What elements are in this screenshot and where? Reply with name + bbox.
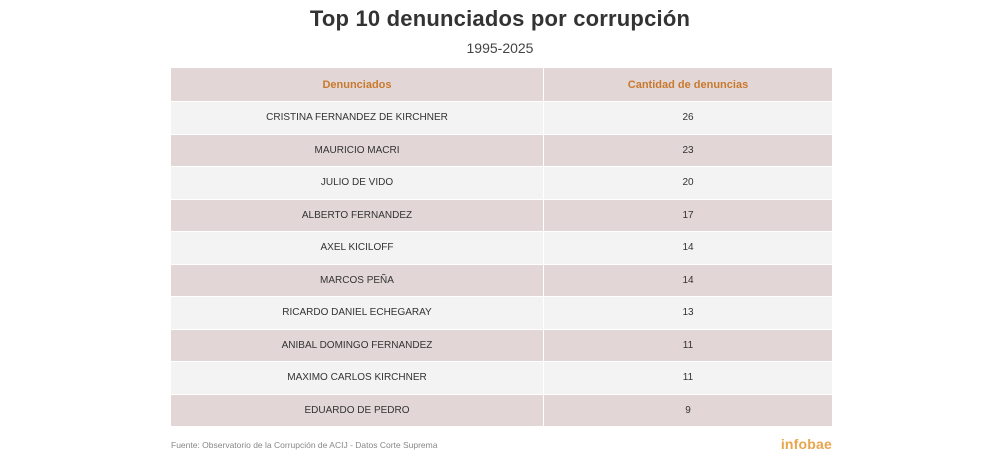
row-name: MARCOS PEÑA xyxy=(171,264,544,297)
ranking-table: Denunciados Cantidad de denuncias CRISTI… xyxy=(171,68,832,427)
table-row: CRISTINA FERNANDEZ DE KIRCHNER 26 xyxy=(171,101,832,135)
table-row: MAURICIO MACRI 23 xyxy=(171,134,832,167)
table-row: ALBERTO FERNANDEZ 17 xyxy=(171,199,832,232)
row-name: CRISTINA FERNANDEZ DE KIRCHNER xyxy=(171,101,544,135)
row-count: 17 xyxy=(543,199,832,232)
row-count: 20 xyxy=(543,166,832,200)
table-row: EDUARDO DE PEDRO 9 xyxy=(171,394,832,427)
row-name: ANIBAL DOMINGO FERNANDEZ xyxy=(171,329,544,362)
column-header-cantidad: Cantidad de denuncias xyxy=(543,68,832,102)
row-name: MAXIMO CARLOS KIRCHNER xyxy=(171,361,544,395)
table-row: ANIBAL DOMINGO FERNANDEZ 11 xyxy=(171,329,832,362)
row-name: ALBERTO FERNANDEZ xyxy=(171,199,544,232)
table-row: MARCOS PEÑA 14 xyxy=(171,264,832,297)
row-name: AXEL KICILOFF xyxy=(171,231,544,265)
row-count: 11 xyxy=(543,361,832,395)
row-count: 26 xyxy=(543,101,832,135)
row-count: 13 xyxy=(543,296,832,330)
table-row: AXEL KICILOFF 14 xyxy=(171,231,832,265)
source-note: Fuente: Observatorio de la Corrupción de… xyxy=(171,440,438,450)
row-count: 14 xyxy=(543,264,832,297)
column-header-denunciados: Denunciados xyxy=(171,68,544,102)
row-count: 23 xyxy=(543,134,832,167)
table-row: RICARDO DANIEL ECHEGARAY 13 xyxy=(171,296,832,330)
row-name: EDUARDO DE PEDRO xyxy=(171,394,544,427)
table-header-row: Denunciados Cantidad de denuncias xyxy=(171,68,832,102)
row-name: MAURICIO MACRI xyxy=(171,134,544,167)
row-count: 11 xyxy=(543,329,832,362)
chart-title: Top 10 denunciados por corrupción xyxy=(309,6,691,31)
table-row: MAXIMO CARLOS KIRCHNER 11 xyxy=(171,361,832,395)
infobae-logo[interactable]: infobae xyxy=(780,436,832,452)
row-name: JULIO DE VIDO xyxy=(171,166,544,200)
row-name: RICARDO DANIEL ECHEGARAY xyxy=(171,296,544,330)
chart-subtitle: 1995-2025 xyxy=(466,40,534,56)
table-row: JULIO DE VIDO 20 xyxy=(171,166,832,200)
row-count: 9 xyxy=(543,394,832,427)
row-count: 14 xyxy=(543,231,832,265)
